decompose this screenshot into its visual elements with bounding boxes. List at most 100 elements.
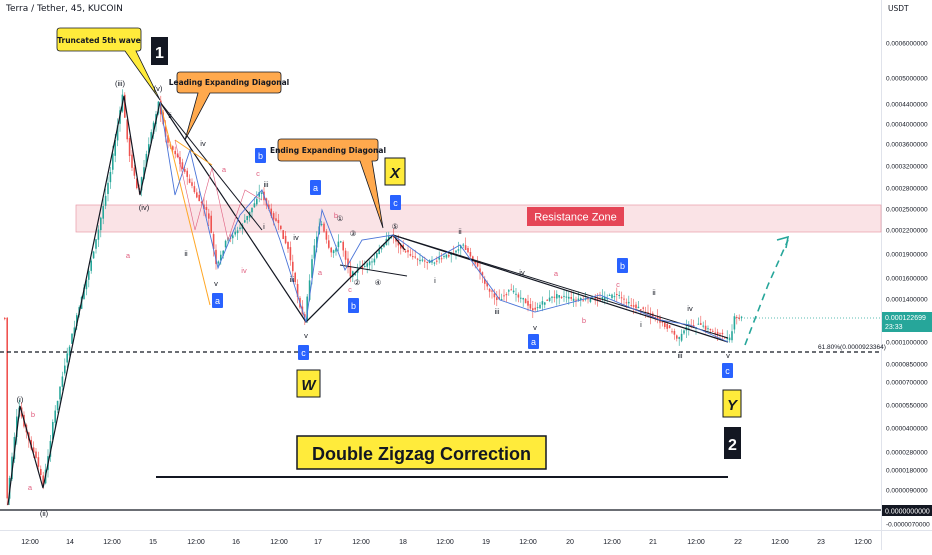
callout-truncated: Truncated 5th wave	[56, 27, 161, 101]
candle-body	[71, 333, 73, 344]
wave-box-a-label: a	[313, 183, 318, 193]
candle-body	[92, 251, 95, 259]
candle-body	[210, 215, 212, 233]
candle-body	[702, 325, 704, 327]
candle-body	[68, 346, 71, 356]
candle-body	[203, 204, 205, 210]
candle-body	[128, 137, 131, 157]
wave-label-ii: ii	[168, 111, 172, 120]
candle-body	[287, 242, 289, 249]
candle-body	[469, 251, 472, 257]
candle-body	[224, 240, 227, 248]
candle-body	[503, 295, 505, 297]
box-x	[384, 157, 406, 186]
candle-body	[539, 304, 541, 309]
candle-body	[251, 207, 253, 213]
candle-body	[196, 192, 198, 198]
candle-body	[212, 234, 215, 249]
countdown-label: 23:33	[885, 324, 903, 331]
candle-body	[304, 314, 306, 318]
wave-label-v: v	[533, 323, 537, 332]
wave-box-b	[255, 148, 266, 163]
time-ticks: 12:00 14 12:00 15 12:00 16 12:00 17 12:00 18 12:00…	[21, 539, 872, 546]
candle-body	[148, 144, 150, 154]
candle-body	[666, 323, 668, 329]
time-tick-label: 20	[566, 539, 574, 546]
candle-body	[328, 240, 330, 248]
candle-body	[253, 203, 256, 208]
candle-body	[618, 295, 620, 297]
candle-body	[388, 236, 390, 241]
box-w-label: W	[301, 377, 317, 394]
candle-body	[450, 254, 452, 256]
candle-body	[340, 241, 342, 243]
candle-body	[740, 316, 743, 318]
candle-body	[640, 309, 642, 311]
candle-body	[656, 316, 659, 320]
callout-leading: Leading Expanding Diagonal	[169, 71, 289, 141]
zero-price-badge	[882, 505, 932, 516]
wave-label-ii: ii	[652, 288, 656, 297]
candle-body	[313, 245, 316, 259]
candle-body	[721, 332, 724, 335]
candle-body	[522, 297, 524, 300]
candle-body	[505, 294, 508, 296]
candle-body	[544, 302, 546, 305]
candle-body	[712, 330, 714, 332]
candle-body	[596, 297, 599, 301]
candle-body	[707, 328, 709, 330]
candle-body	[577, 298, 580, 301]
price-tick-label: 0.0001600000	[886, 276, 928, 283]
candle-body	[232, 235, 234, 239]
time-tick-label: 12:00	[519, 539, 537, 546]
candle-body	[217, 261, 220, 264]
candle-body	[472, 256, 474, 262]
callout-ending-text: Ending Expanding Diagonal	[270, 146, 386, 155]
wave-label-ii: ii	[458, 227, 462, 236]
candle-body	[66, 353, 68, 363]
wave-label-ii: ii	[184, 249, 188, 258]
candle-body	[176, 153, 179, 158]
candle-body	[568, 296, 570, 299]
candle-body	[421, 259, 424, 261]
candle-body	[112, 153, 114, 170]
title-box	[296, 435, 547, 470]
wave-box-b	[617, 258, 628, 273]
candle-body	[736, 317, 738, 319]
candle-body	[244, 220, 246, 223]
y-channel-upper	[392, 234, 729, 339]
wave-label-a: a	[28, 483, 33, 492]
candle-body	[635, 304, 637, 309]
wave-box-c-label: c	[301, 348, 306, 358]
price-tick-label: 0.0006000000	[886, 41, 928, 48]
wave-box-c	[390, 195, 401, 210]
wave-label-c4: ④	[375, 278, 382, 287]
candle-body	[174, 150, 176, 155]
wave-label-v: v	[214, 279, 218, 288]
wave-label-iii_paren: (iii)	[115, 79, 125, 88]
candle-body	[90, 260, 92, 271]
candle-body	[97, 229, 100, 240]
candle-body	[520, 297, 522, 299]
wave-label-iv: iv	[519, 268, 525, 277]
candle-body	[380, 248, 383, 250]
candle-body	[649, 313, 652, 317]
candle-body	[205, 207, 208, 211]
currency-label: USDT	[888, 4, 909, 13]
candle-body	[620, 297, 623, 299]
candle-body	[445, 254, 448, 258]
wave-label-iv: iv	[293, 233, 299, 242]
candle-body	[714, 332, 716, 334]
wave-box-a-label: a	[531, 337, 536, 347]
candle-body	[164, 126, 167, 137]
wave-label-c1: ①	[337, 214, 344, 223]
price-tick-label: 0.0001900000	[886, 252, 928, 259]
wave-labels: (i)(ii)(iii)(iv)(v)baaaiiiviivciiiiivivi…	[17, 79, 730, 518]
price-tick-label: 0.0000400000	[886, 426, 928, 433]
candle-body	[580, 298, 582, 300]
candle-body	[678, 337, 680, 339]
wave-box-a	[310, 180, 321, 195]
candle-body	[510, 289, 512, 291]
candle-body	[222, 250, 224, 256]
candle-body	[35, 451, 37, 458]
